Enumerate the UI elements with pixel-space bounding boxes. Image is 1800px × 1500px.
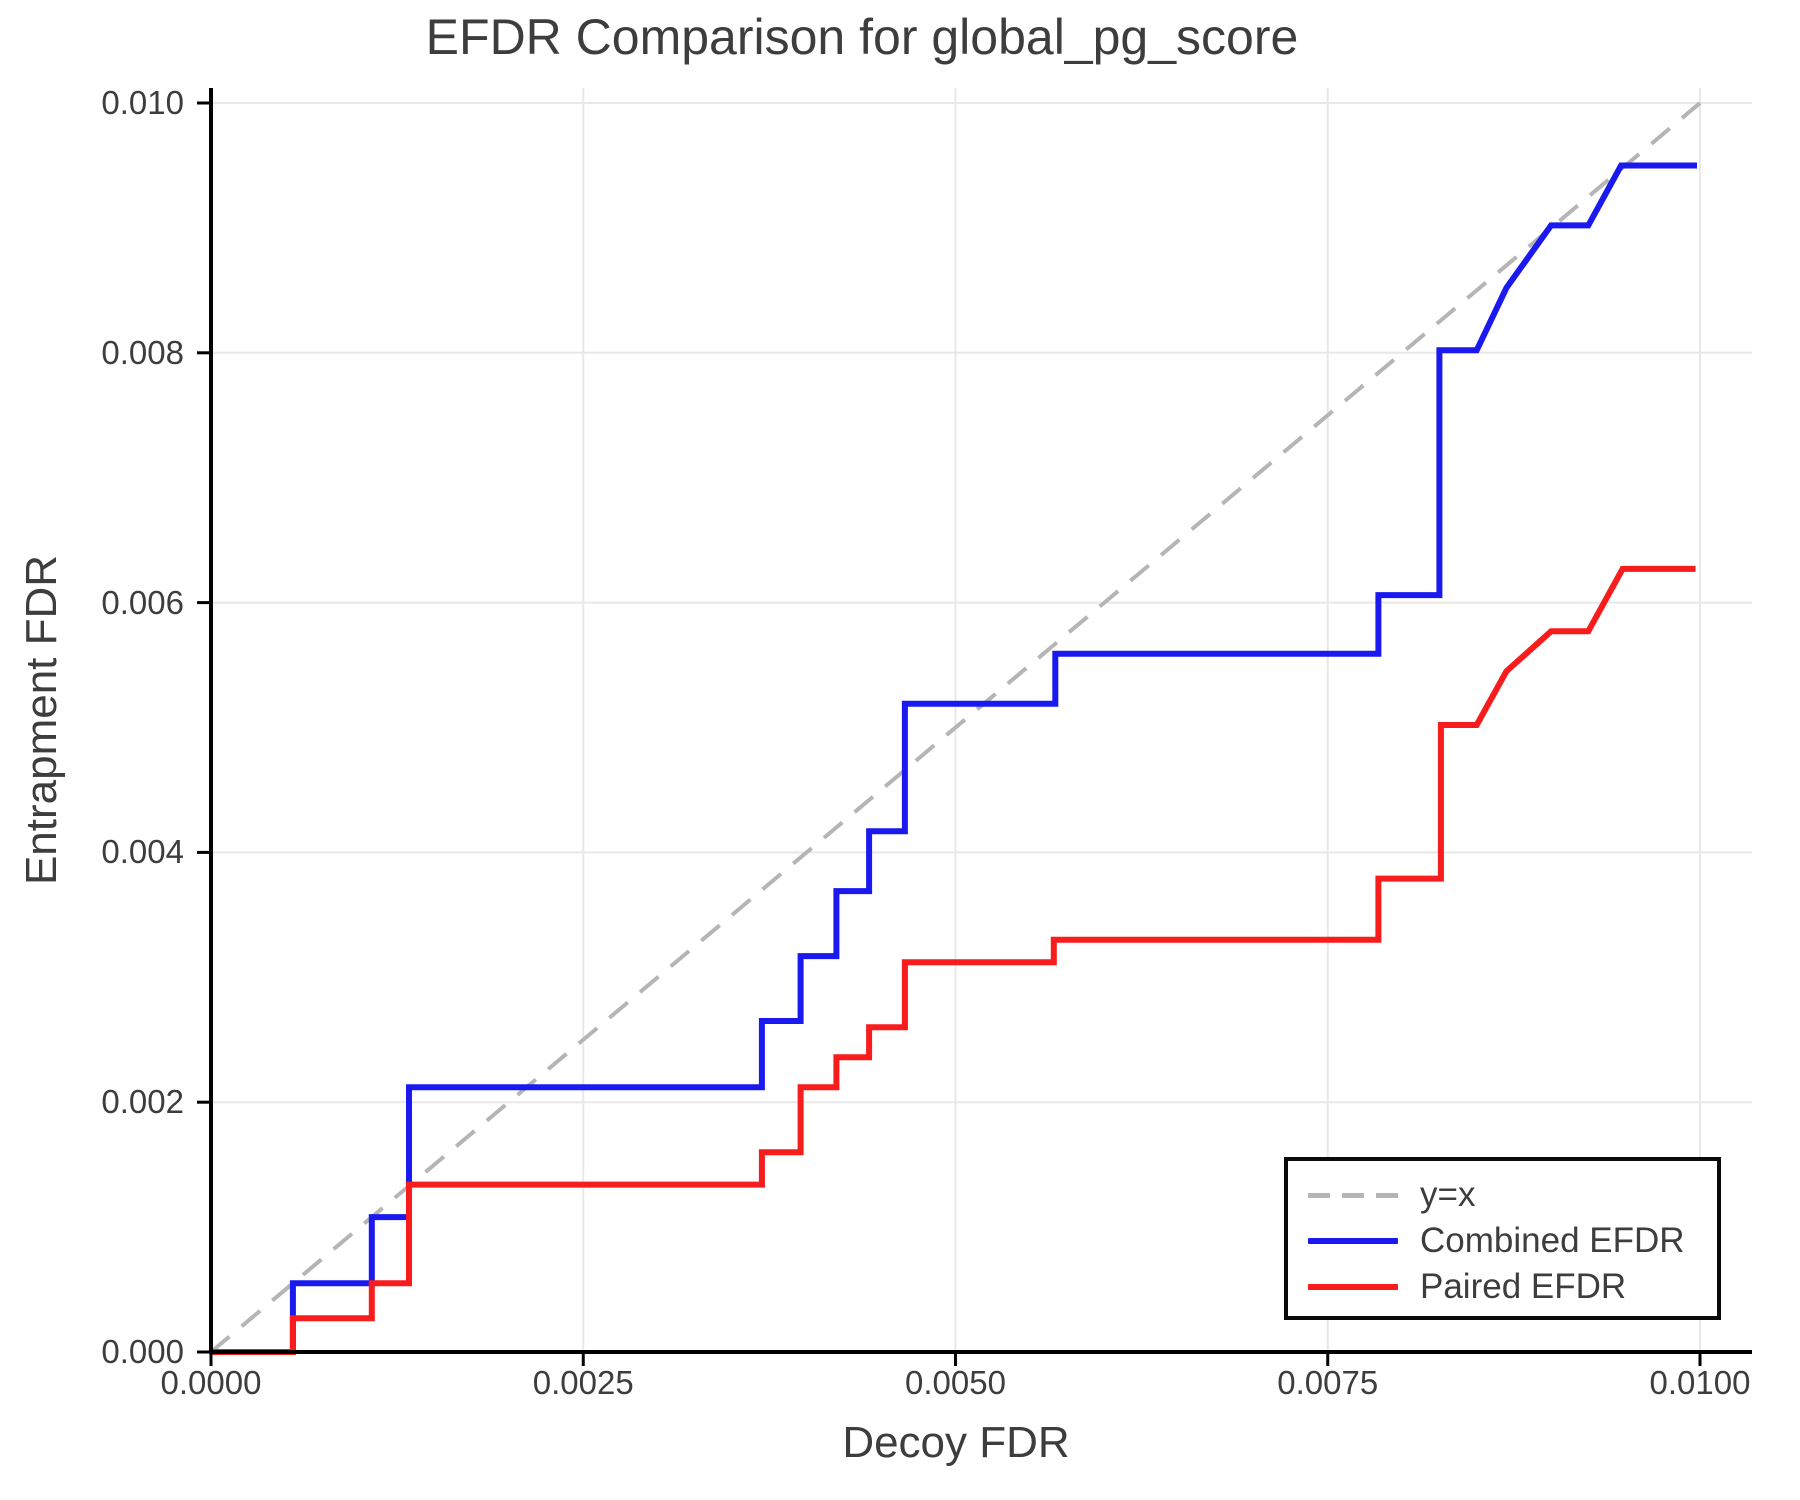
y-x-line — [209, 101, 1702, 1354]
x-tick-label-0.0000: 0.0000 — [160, 1364, 262, 1401]
paired-efdr-line — [211, 565, 1696, 1355]
legend-row-combined: Combined EFDR — [1308, 1218, 1717, 1264]
y-tick-label-0.002: 0.002 — [101, 1083, 184, 1121]
x-tick-label-0.0100: 0.0100 — [1649, 1364, 1751, 1401]
legend-row-identity: y=x — [1308, 1172, 1717, 1218]
y-tick-label-0.010: 0.010 — [101, 84, 184, 121]
legend-label-combined: Combined EFDR — [1420, 1221, 1685, 1260]
legend-sample-identity-dashed-line-icon — [1308, 1192, 1398, 1198]
legend-label-paired: Paired EFDR — [1420, 1267, 1627, 1306]
x-axis-label: Decoy FDR — [842, 1418, 1070, 1467]
legend-label-identity: y=x — [1420, 1175, 1476, 1214]
y-tick-label-0.000: 0.000 — [101, 1333, 184, 1370]
y-tick-label-0.004: 0.004 — [101, 833, 184, 871]
legend-sample-combined-line-icon — [1308, 1238, 1398, 1244]
y-axis-label: Entrapment FDR — [17, 554, 66, 886]
x-tick-label-0.0050: 0.0050 — [905, 1364, 1006, 1401]
chart-title: EFDR Comparison for global_pg_score — [425, 9, 1299, 65]
legend-sample-paired-line-icon — [1308, 1284, 1398, 1290]
y-tick-label-0.008: 0.008 — [101, 333, 184, 371]
y-tick-label-0.006: 0.006 — [101, 583, 184, 621]
legend-row-paired: Paired EFDR — [1308, 1264, 1717, 1310]
x-tick-label-0.0025: 0.0025 — [532, 1364, 634, 1401]
combined-efdr-line — [211, 162, 1697, 1355]
legend: y=x Combined EFDR Paired EFDR — [1284, 1157, 1721, 1320]
x-tick-label-0.0075: 0.0075 — [1277, 1364, 1379, 1401]
